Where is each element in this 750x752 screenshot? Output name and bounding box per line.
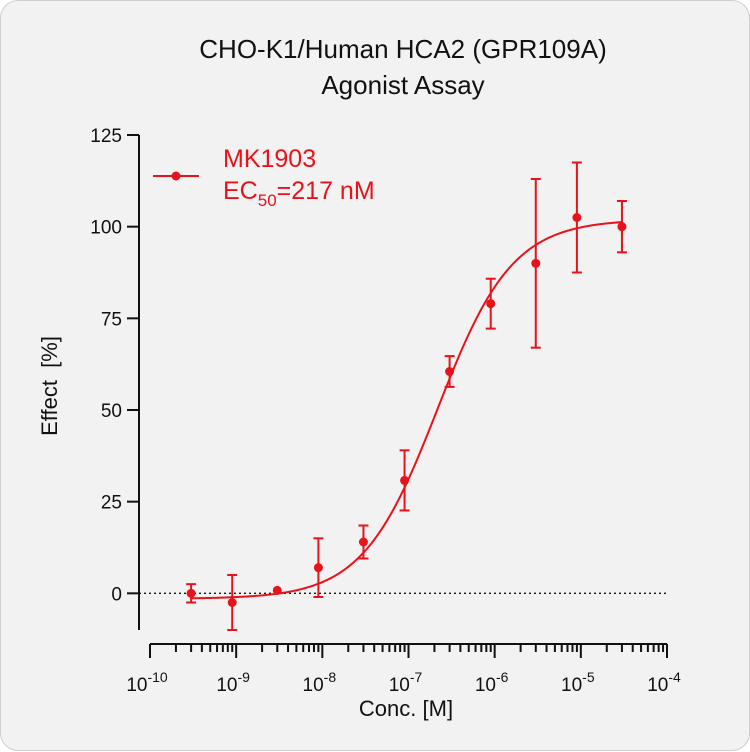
x-tick-label: 10-9 xyxy=(216,669,250,696)
data-point xyxy=(531,258,541,268)
y-tick-label: 25 xyxy=(101,493,122,514)
fit-curve xyxy=(191,221,623,600)
x-axis-label: Conc. [M] xyxy=(359,696,453,721)
data-point xyxy=(272,585,282,595)
x-tick-label: 10-6 xyxy=(475,669,509,696)
legend-marker xyxy=(171,171,181,181)
chart-subtitle: Agonist Assay xyxy=(321,70,484,100)
y-tick-label: 125 xyxy=(90,126,122,147)
data-point xyxy=(227,598,237,607)
y-tick-label: 75 xyxy=(101,309,122,330)
y-tick-label: 50 xyxy=(101,401,122,422)
legend-ec50: EC50=217 nM xyxy=(223,177,375,210)
y-tick-label: 0 xyxy=(111,584,122,605)
x-tick-label: 10-5 xyxy=(561,669,595,696)
data-point xyxy=(445,367,455,376)
data-point xyxy=(313,563,323,573)
x-tick-label: 10-10 xyxy=(126,669,168,696)
data-point xyxy=(186,588,196,598)
y-axis-label: Effect [%] xyxy=(37,336,62,436)
x-tick-label: 10-4 xyxy=(647,669,681,696)
data-point xyxy=(572,213,582,222)
x-tick-label: 10-8 xyxy=(303,669,337,696)
y-tick-label: 100 xyxy=(90,218,122,239)
data-point xyxy=(486,299,496,309)
x-tick-label: 10-7 xyxy=(389,669,423,696)
legend-series-name: MK1903 xyxy=(223,145,316,173)
data-point xyxy=(358,537,368,547)
data-point xyxy=(400,475,410,485)
chart-title: CHO-K1/Human HCA2 (GPR109A) xyxy=(199,34,606,64)
data-point xyxy=(617,222,627,232)
